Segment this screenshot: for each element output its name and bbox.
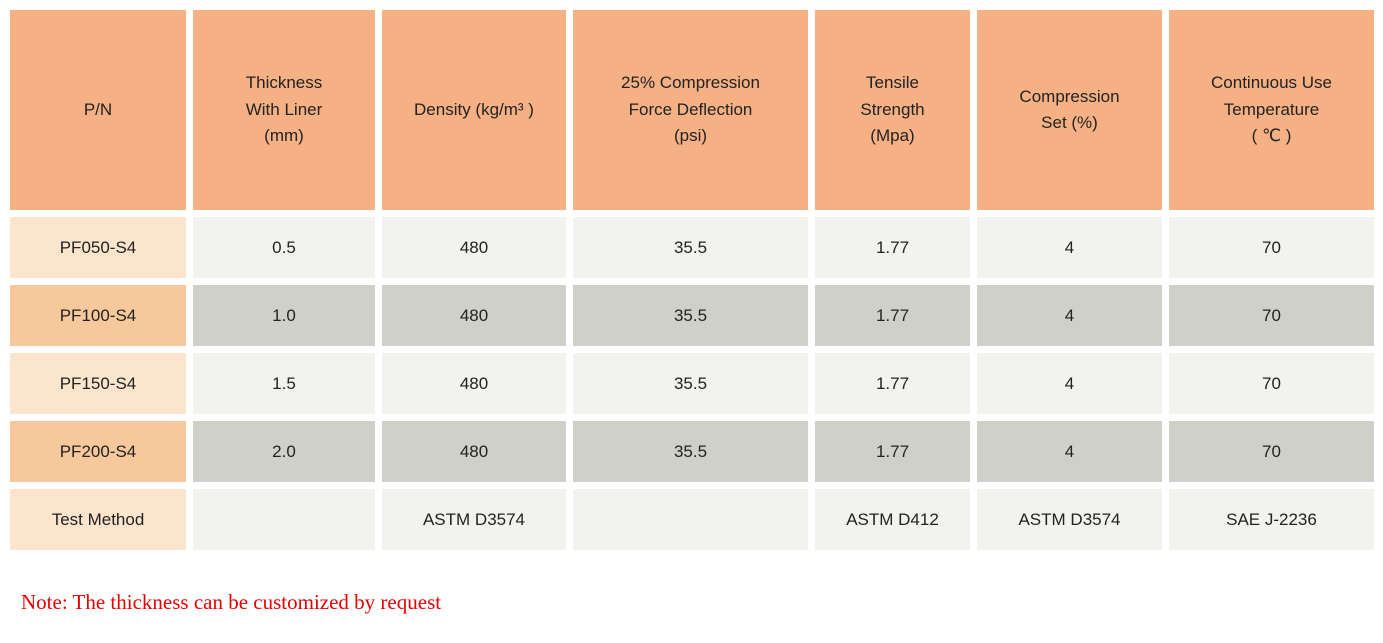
compression-set-cell: ASTM D3574 bbox=[977, 489, 1162, 550]
tensile-cell: 1.77 bbox=[815, 217, 970, 278]
table-row-pf150: PF150-S4 1.5 480 35.5 1.77 4 70 bbox=[10, 353, 1374, 414]
compression-set-cell: 4 bbox=[977, 285, 1162, 346]
density-cell: ASTM D3574 bbox=[382, 489, 566, 550]
thickness-cell: 1.0 bbox=[193, 285, 375, 346]
cfd-cell bbox=[573, 489, 808, 550]
density-cell: 480 bbox=[382, 353, 566, 414]
compression-set-cell: 4 bbox=[977, 353, 1162, 414]
thickness-cell: 1.5 bbox=[193, 353, 375, 414]
compression-set-cell: 4 bbox=[977, 217, 1162, 278]
tensile-cell: 1.77 bbox=[815, 353, 970, 414]
density-cell: 480 bbox=[382, 285, 566, 346]
header-row: P/N Thickness With Liner (mm) Density (k… bbox=[10, 10, 1374, 210]
temperature-cell: SAE J-2236 bbox=[1169, 489, 1374, 550]
table-row-pf100: PF100-S4 1.0 480 35.5 1.77 4 70 bbox=[10, 285, 1374, 346]
table-row-test-method: Test Method ASTM D3574 ASTM D412 ASTM D3… bbox=[10, 489, 1374, 550]
cfd-cell: 35.5 bbox=[573, 353, 808, 414]
temperature-cell: 70 bbox=[1169, 217, 1374, 278]
tensile-cell: ASTM D412 bbox=[815, 489, 970, 550]
thickness-cell: 2.0 bbox=[193, 421, 375, 482]
temperature-cell: 70 bbox=[1169, 285, 1374, 346]
pn-cell: PF150-S4 bbox=[10, 353, 186, 414]
table-row-pf050: PF050-S4 0.5 480 35.5 1.77 4 70 bbox=[10, 217, 1374, 278]
tensile-cell: 1.77 bbox=[815, 285, 970, 346]
header-cell-compression-force-deflection: 25% Compression Force Deflection (psi) bbox=[573, 10, 808, 210]
thickness-cell: 0.5 bbox=[193, 217, 375, 278]
cfd-cell: 35.5 bbox=[573, 217, 808, 278]
cfd-cell: 35.5 bbox=[573, 421, 808, 482]
temperature-cell: 70 bbox=[1169, 353, 1374, 414]
pn-cell: PF200-S4 bbox=[10, 421, 186, 482]
spec-table: P/N Thickness With Liner (mm) Density (k… bbox=[3, 3, 1381, 557]
table-row-pf200: PF200-S4 2.0 480 35.5 1.77 4 70 bbox=[10, 421, 1374, 482]
pn-cell: PF050-S4 bbox=[10, 217, 186, 278]
pn-cell: PF100-S4 bbox=[10, 285, 186, 346]
cfd-cell: 35.5 bbox=[573, 285, 808, 346]
tensile-cell: 1.77 bbox=[815, 421, 970, 482]
header-cell-compression-set: Compression Set (%) bbox=[977, 10, 1162, 210]
header-cell-tensile-strength: Tensile Strength (Mpa) bbox=[815, 10, 970, 210]
compression-set-cell: 4 bbox=[977, 421, 1162, 482]
thickness-cell bbox=[193, 489, 375, 550]
header-cell-thickness: Thickness With Liner (mm) bbox=[193, 10, 375, 210]
pn-cell: Test Method bbox=[10, 489, 186, 550]
header-cell-pn: P/N bbox=[10, 10, 186, 210]
temperature-cell: 70 bbox=[1169, 421, 1374, 482]
header-cell-continuous-use-temperature: Continuous Use Temperature ( ℃ ) bbox=[1169, 10, 1374, 210]
density-cell: 480 bbox=[382, 421, 566, 482]
note-text: Note: The thickness can be customized by… bbox=[21, 590, 442, 614]
density-cell: 480 bbox=[382, 217, 566, 278]
header-cell-density: Density (kg/m³ ) bbox=[382, 10, 566, 210]
